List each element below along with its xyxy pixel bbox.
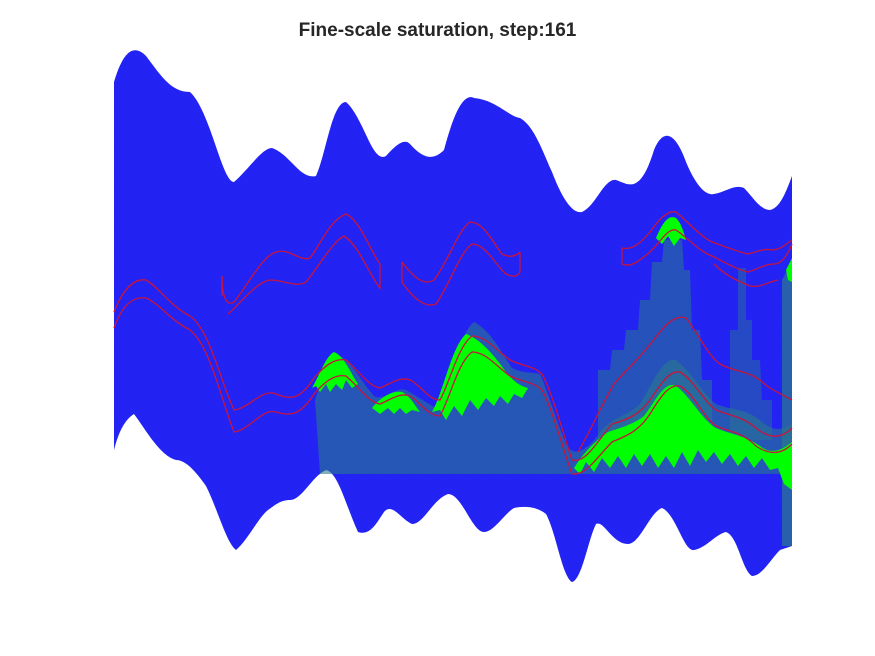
figure-title: Fine-scale saturation, step:161	[298, 20, 577, 41]
front-contours	[113, 211, 793, 475]
high-saturation-plume	[312, 217, 792, 490]
